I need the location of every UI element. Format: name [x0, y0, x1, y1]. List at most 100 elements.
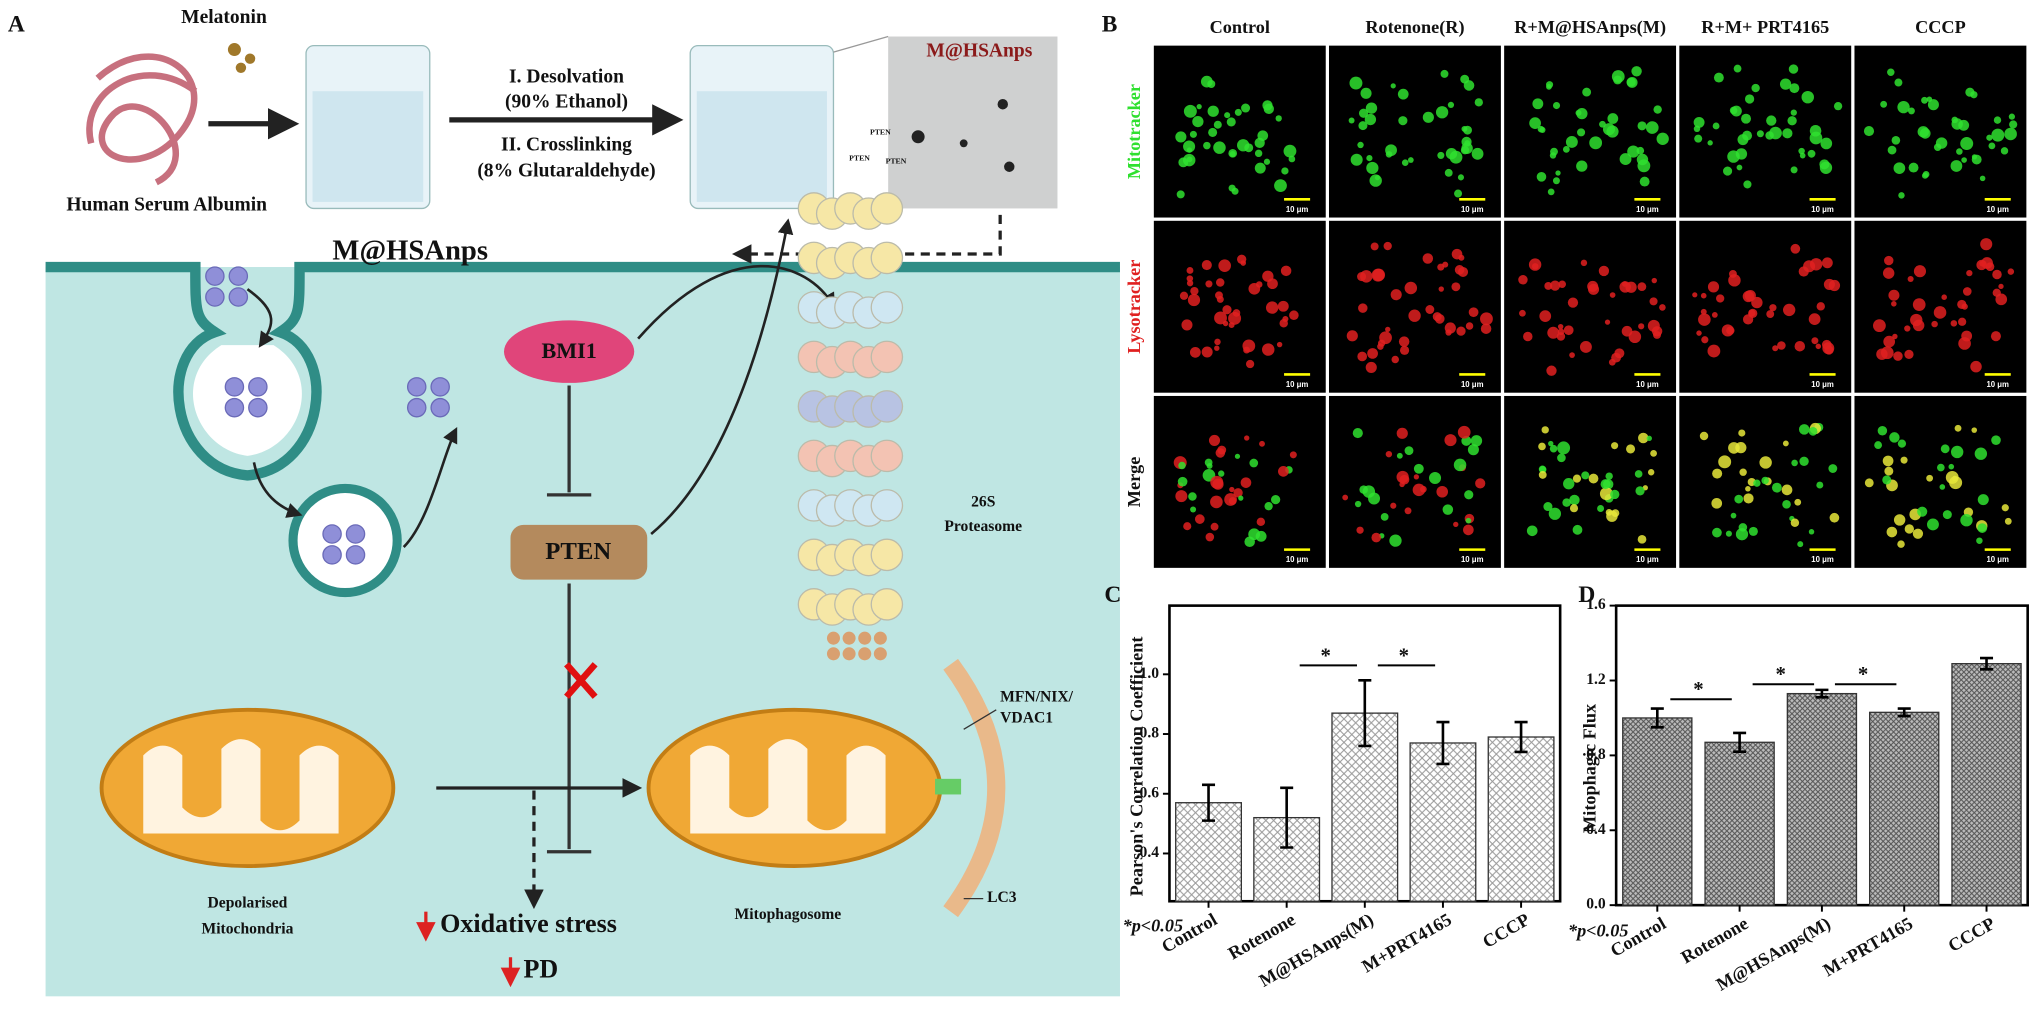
signal: [1756, 130, 1764, 138]
signal: [1820, 137, 1833, 150]
signal: [1980, 238, 1993, 251]
scale-bar-label: 10 μm: [1811, 555, 1834, 564]
signal: [1588, 473, 1599, 484]
signal: [1894, 78, 1903, 87]
signal: [1659, 304, 1666, 311]
column-header: R+M@HSAnps(M): [1514, 17, 1666, 38]
signal: [1346, 330, 1358, 342]
scale-bar-label: 10 μm: [1636, 555, 1659, 564]
signal: [1366, 161, 1379, 175]
signal: [1243, 346, 1251, 354]
x-tick-label: Rotenone: [1678, 913, 1752, 967]
signal: [1738, 523, 1748, 532]
signal: [1437, 151, 1445, 159]
signal: [1404, 507, 1412, 515]
error-bar: [1202, 783, 1216, 822]
signal: [1368, 492, 1381, 505]
label: Mitophagosome: [735, 906, 842, 923]
signal: [1960, 514, 1973, 527]
signal: [1175, 490, 1188, 503]
signal: [1460, 74, 1470, 84]
row-label: Lysotracker: [1124, 260, 1144, 354]
signal: [1907, 275, 1914, 283]
signal: [1912, 298, 1926, 311]
signal: [1976, 537, 1983, 544]
signal: [1887, 68, 1895, 76]
signal: [1711, 497, 1723, 509]
signal: [1576, 160, 1588, 172]
subunit: [870, 390, 904, 423]
signal: [1360, 87, 1372, 99]
micrograph: [1504, 220, 1677, 393]
signal: [1210, 475, 1224, 489]
signal: [1794, 498, 1802, 506]
signal: [1467, 444, 1479, 456]
signal: [1563, 325, 1574, 336]
signal: [1692, 292, 1698, 298]
signal: [1546, 365, 1557, 376]
panel-letter: C: [1104, 582, 1121, 608]
beaker-liquid: [312, 91, 424, 202]
signal: [1790, 243, 1801, 254]
subunit: [870, 439, 904, 473]
bar: [1786, 692, 1858, 906]
signal: [1807, 149, 1816, 158]
signal: [1404, 281, 1418, 295]
signal: [1214, 338, 1221, 346]
signal: [1370, 242, 1379, 251]
signal: [1744, 94, 1755, 104]
signal: [1189, 130, 1197, 138]
scale-bar-label: 10 μm: [1636, 380, 1659, 389]
peptide: [858, 631, 872, 645]
signal: [1581, 471, 1590, 480]
signal: [1557, 441, 1571, 455]
signal: [1707, 344, 1721, 358]
signal: [1712, 468, 1723, 479]
signal: [1619, 153, 1632, 165]
signal: [1365, 102, 1378, 114]
scale-bar-label: 10 μm: [1286, 555, 1309, 564]
leader-line: [963, 709, 997, 900]
cristae: [690, 739, 886, 834]
signal: [1444, 322, 1456, 334]
signal: [1470, 435, 1483, 447]
signal: [1364, 113, 1377, 126]
signal: [1745, 486, 1751, 492]
signal: [1215, 278, 1225, 287]
scale-bar-label: 10 μm: [1286, 205, 1309, 214]
signal: [2004, 127, 2017, 141]
label: MFN/NIX/: [1000, 689, 1073, 706]
signal: [1289, 451, 1297, 459]
signal: [1175, 131, 1187, 143]
signal: [1599, 487, 1613, 501]
y-axis-label: Pearson's Correlation Coefficient: [1126, 637, 1146, 897]
bar: [1487, 736, 1555, 902]
endosome: [192, 345, 302, 456]
signal: [1728, 442, 1740, 454]
signal: [1390, 289, 1402, 301]
signal: [1891, 135, 1901, 145]
signal: [1383, 241, 1392, 251]
nanoparticle: [322, 524, 342, 544]
subunit: [870, 588, 904, 621]
signal: [1696, 330, 1702, 336]
signal: [1178, 157, 1189, 168]
signal: [1264, 502, 1273, 511]
signal: [1183, 104, 1197, 118]
signal: [1552, 177, 1560, 185]
signal: [1192, 115, 1204, 128]
signal: [1229, 486, 1235, 493]
signal: [1281, 167, 1289, 175]
signal: [1985, 262, 1995, 271]
node-label: PTEN: [545, 538, 611, 565]
signal: [1404, 446, 1414, 456]
signal: [1646, 435, 1652, 442]
signal: [1456, 326, 1466, 336]
signal: [1611, 442, 1619, 450]
signal: [1526, 525, 1538, 537]
signal: [1562, 145, 1570, 153]
signal: [1816, 481, 1824, 489]
signal: [1799, 456, 1809, 466]
tag: PTEN: [849, 154, 870, 163]
signal: [1897, 540, 1905, 548]
